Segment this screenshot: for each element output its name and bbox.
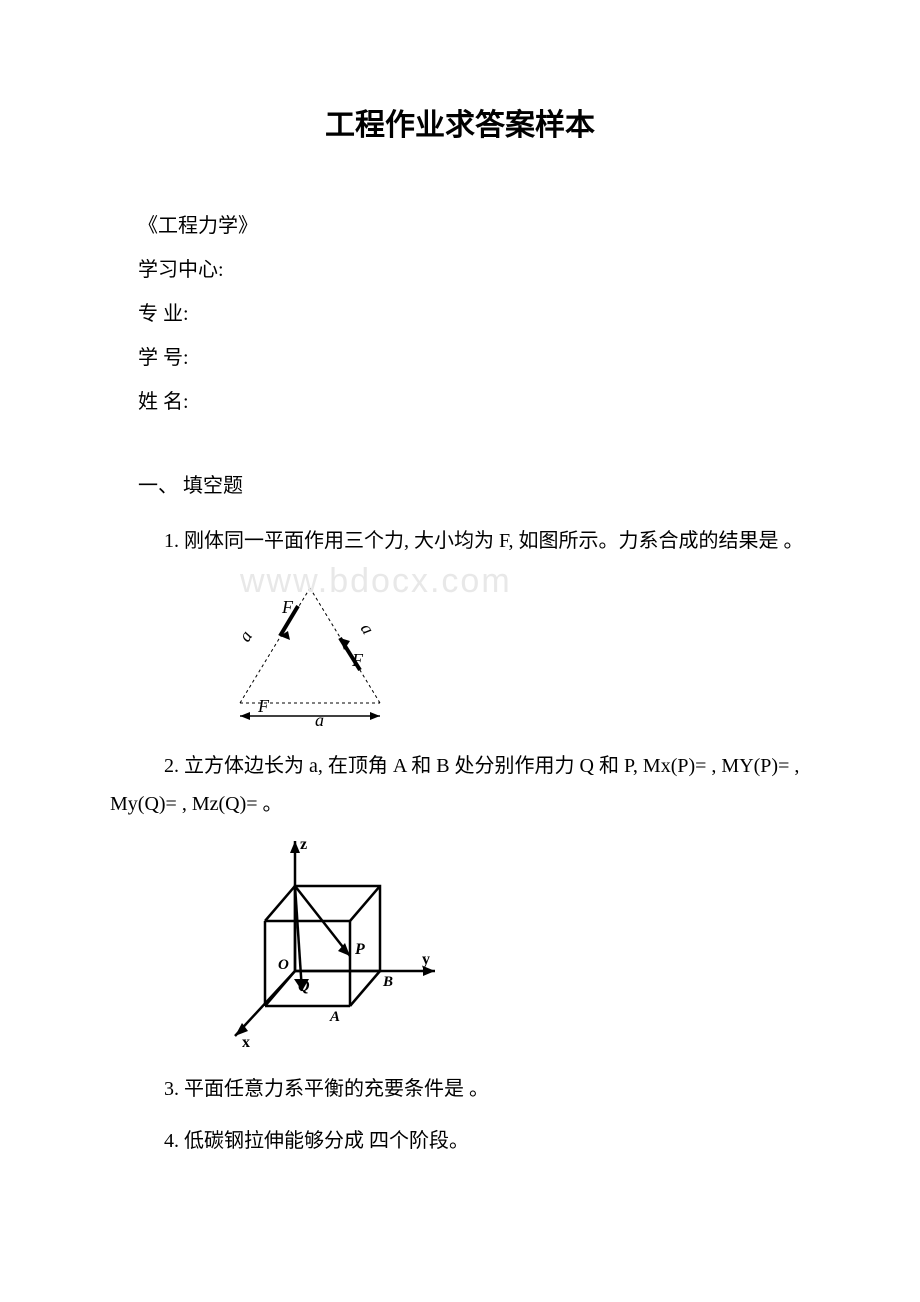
question-2-text: 2. 立方体边长为 a, 在顶角 A 和 B 处分别作用力 Q 和 P, Mx(… [110, 747, 810, 823]
label-F: F [281, 597, 294, 617]
label-P: P [354, 941, 365, 958]
figure-cube: z y x P [200, 831, 810, 1056]
question-1-text: 1. 刚体同一平面作用三个力, 大小均为 F, 如图所示。力系合成的结果是 。 [110, 522, 810, 560]
label-B: B [382, 974, 393, 990]
question-2: 2. 立方体边长为 a, 在顶角 A 和 B 处分别作用力 Q 和 P, Mx(… [110, 747, 810, 823]
major-label: 专 业: [138, 292, 810, 336]
label-F: F [351, 650, 364, 670]
section-heading: 一、 填空题 [138, 464, 810, 508]
label-Q: Q [298, 978, 310, 995]
label-y: y [422, 951, 430, 968]
label-a: a [357, 620, 379, 638]
page-title: 工程作业求答案样本 [110, 100, 810, 144]
question-4: 4. 低碳钢拉伸能够分成 四个阶段。 [110, 1122, 810, 1160]
student-id-label: 学 号: [138, 336, 810, 380]
learning-center-label: 学习中心: [138, 248, 810, 292]
label-z: z [300, 836, 307, 853]
question-4-text: 4. 低碳钢拉伸能够分成 四个阶段。 [110, 1122, 810, 1160]
question-3: 3. 平面任意力系平衡的充要条件是 。 [110, 1070, 810, 1108]
label-O: O [278, 957, 289, 973]
label-a: a [315, 710, 324, 728]
question-3-text: 3. 平面任意力系平衡的充要条件是 。 [110, 1070, 810, 1108]
label-a: a [234, 627, 256, 645]
figure-triangle: F F F a a a [200, 568, 810, 733]
label-A: A [329, 1009, 340, 1025]
question-1: 1. 刚体同一平面作用三个力, 大小均为 F, 如图所示。力系合成的结果是 。 [110, 522, 810, 560]
name-label: 姓 名: [138, 380, 810, 424]
label-F: F [257, 696, 270, 716]
course-name: 《工程力学》 [138, 204, 810, 248]
label-x: x [242, 1034, 250, 1051]
